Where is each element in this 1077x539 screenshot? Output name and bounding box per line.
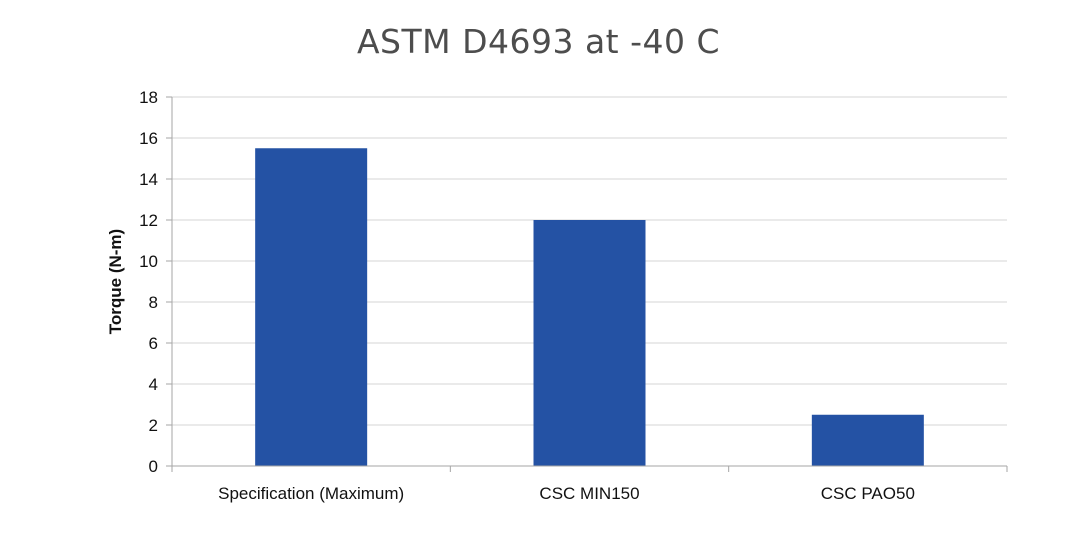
x-category-label: CSC PAO50 <box>821 484 915 503</box>
bars <box>255 148 924 466</box>
x-category-label: Specification (Maximum) <box>218 484 404 503</box>
y-tick-label: 0 <box>149 457 158 476</box>
axes <box>166 96 1008 472</box>
bar-2 <box>533 220 646 466</box>
y-tick-label: 2 <box>149 416 158 435</box>
y-tick-label: 4 <box>149 375 158 394</box>
y-tick-label: 8 <box>149 293 158 312</box>
y-tick-label: 6 <box>149 334 158 353</box>
y-axis-title: Torque (N-m) <box>106 229 125 334</box>
y-tick-label: 16 <box>139 129 158 148</box>
y-tick-label: 18 <box>139 88 158 107</box>
bar-1 <box>255 148 368 466</box>
y-tick-label: 10 <box>139 252 158 271</box>
bar-3 <box>811 414 924 466</box>
y-tick-labels: 0 2 4 6 8 10 12 14 16 18 <box>139 88 158 476</box>
x-category-labels: Specification (Maximum) CSC MIN150 CSC PAO… <box>218 484 915 503</box>
chart-title: ASTM D4693 at -40 C <box>356 22 721 61</box>
x-category-label: CSC MIN150 <box>539 484 639 503</box>
y-tick-label: 14 <box>139 170 158 189</box>
y-tick-label: 12 <box>139 211 158 230</box>
